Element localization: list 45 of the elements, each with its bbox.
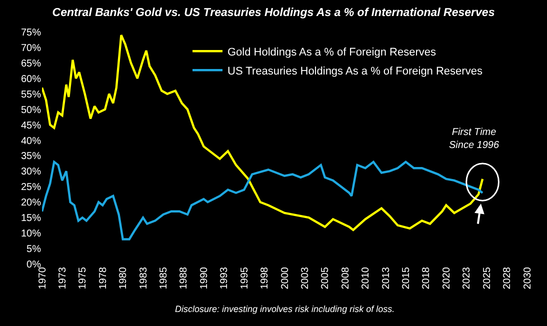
y-tick-label: 70% xyxy=(20,42,42,54)
x-tick-label: 2028 xyxy=(502,266,514,290)
x-tick-label: 2030 xyxy=(522,266,534,290)
x-tick-label: 2010 xyxy=(360,266,372,290)
y-tick-label: 5% xyxy=(26,244,42,256)
x-tick-label: 1980 xyxy=(118,266,130,290)
y-tick-label: 60% xyxy=(20,74,42,85)
x-tick-label: 1990 xyxy=(198,266,210,290)
x-tick-label: 1995 xyxy=(239,266,250,290)
x-tick-label: 2020 xyxy=(441,266,452,290)
legend-label: Gold Holdings As a % of Foreign Reserves xyxy=(228,46,436,58)
x-tick-label: 1973 xyxy=(57,266,68,290)
y-tick-label: 40% xyxy=(20,136,42,147)
x-tick-label: 2005 xyxy=(320,266,332,290)
y-tick-label: 55% xyxy=(20,89,42,100)
y-tick-label: 75% xyxy=(20,28,42,38)
y-tick-label: 15% xyxy=(20,213,42,224)
annotation: First Time Since 1996 xyxy=(449,127,500,151)
x-tick-label: 1998 xyxy=(260,266,271,290)
y-tick-label: 10% xyxy=(20,228,42,240)
y-tick-label: 65% xyxy=(20,58,42,70)
chart-title: Central Banks' Gold vs. US Treasuries Holdings As a % of International Reserves xyxy=(52,7,495,20)
y-tick-label: 25% xyxy=(20,182,42,194)
x-tick-label: 2025 xyxy=(482,266,493,290)
x-tick-label: 2023 xyxy=(462,266,473,290)
x-tick-label: 1970 xyxy=(37,266,48,290)
x-tick-label: 2013 xyxy=(380,266,392,290)
text: Disclosure: investing involves risk including risk of loss. xyxy=(175,304,395,314)
x-tick-label: 2018 xyxy=(421,266,432,290)
x-tick-label: 1993 xyxy=(219,266,230,290)
legend-label: US Treasuries Holdings As a % of Foreign Reserves xyxy=(228,65,483,78)
y-tick-label: 20% xyxy=(20,198,42,209)
x-tick-label: 1978 xyxy=(98,266,109,290)
y-tick-label: 50% xyxy=(20,104,42,116)
x-tick-label: 2015 xyxy=(401,266,412,290)
x-tick-label: 2003 xyxy=(300,266,311,290)
y-tick-label: 35% xyxy=(20,151,42,162)
x-tick-label: 2008 xyxy=(340,266,352,290)
x-tick-label: 1983 xyxy=(138,266,150,290)
x-tick-label: 1988 xyxy=(178,266,190,290)
x-tick-label: 1975 xyxy=(78,266,89,290)
x-tick-label: 2000 xyxy=(280,266,291,290)
y-tick-label: 30% xyxy=(20,166,42,178)
y-tick-label: 45% xyxy=(20,120,42,132)
x-tick-label: 1985 xyxy=(158,266,170,290)
